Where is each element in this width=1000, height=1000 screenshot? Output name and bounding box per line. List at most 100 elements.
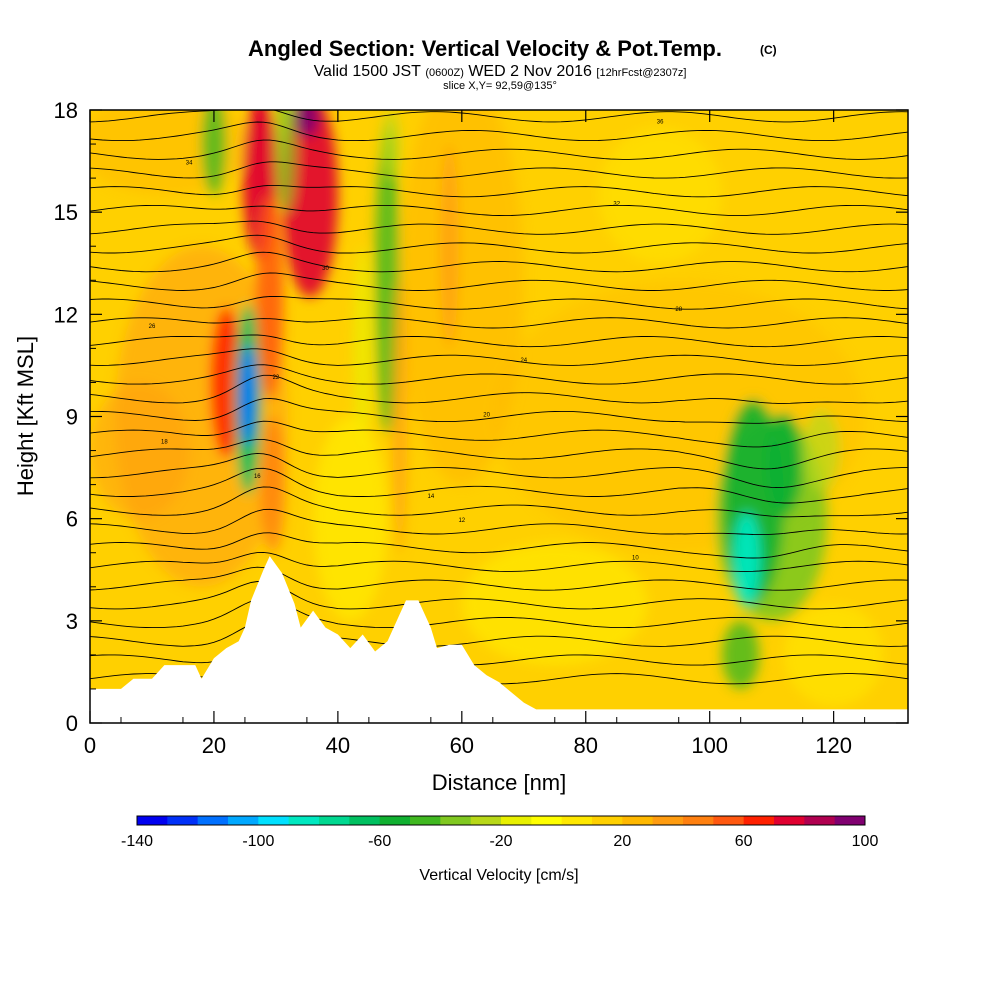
velocity-feature <box>802 409 840 492</box>
title-units: (C) <box>760 43 777 57</box>
velocity-feature <box>260 416 286 553</box>
colorbar-swatch <box>743 816 775 825</box>
velocity-field <box>90 110 884 706</box>
isentrope-line <box>90 251 908 273</box>
slice-info: slice X,Y= 92,59@135° <box>443 80 557 92</box>
isentrope-label: 24 <box>520 358 527 364</box>
x-axis: 0 20 40 60 80 100 120 <box>84 110 866 758</box>
x-tick-label: 0 <box>84 733 96 758</box>
isentrope-label: 22 <box>273 375 280 381</box>
isentrope-line <box>90 508 908 536</box>
isentrope-line <box>90 295 908 310</box>
colorbar-tick-label: 60 <box>735 833 753 850</box>
isentrope-line <box>90 420 908 448</box>
isentrope-label: 30 <box>322 266 329 272</box>
isentrope-label: 36 <box>657 120 664 126</box>
x-tick-label: 40 <box>326 733 350 758</box>
colorbar-swatch <box>228 816 259 825</box>
isentrope-line <box>90 364 908 385</box>
colorbar-swatch <box>319 816 350 825</box>
isentrope-line <box>90 139 908 160</box>
x-axis-label: Distance [nm] <box>432 770 567 795</box>
velocity-feature <box>461 542 648 666</box>
isentrope-label: 32 <box>613 201 620 207</box>
velocity-feature <box>765 413 803 516</box>
velocity-feature <box>784 603 884 706</box>
isentrope-line <box>90 551 908 572</box>
colorbar-swatch <box>713 816 745 825</box>
colorbar-swatch <box>622 816 654 825</box>
isentrope-label: 26 <box>149 324 156 330</box>
y-axis-label: Height [Kft MSL] <box>13 336 38 496</box>
isentrope-line <box>90 204 908 217</box>
y-tick-label: 15 <box>54 200 78 225</box>
isentrope-line <box>90 374 908 404</box>
colorbar-swatch <box>379 816 411 825</box>
isentrope-label: 12 <box>458 518 465 524</box>
isentrope-line <box>90 566 908 591</box>
isentrope-line <box>90 467 908 504</box>
velocity-feature <box>240 344 256 448</box>
colorbar-tick-label: -20 <box>489 833 512 850</box>
isentrope-label: 14 <box>427 494 434 500</box>
colorbar-frame <box>136 815 866 826</box>
x-tick-label: 100 <box>691 733 728 758</box>
colorbar-label: Vertical Velocity [cm/s] <box>419 867 578 884</box>
isentrope-label: 18 <box>161 440 168 446</box>
x-tick-label: 120 <box>815 733 852 758</box>
velocity-feature <box>353 246 372 451</box>
isentrope-line <box>90 438 908 470</box>
isentrope-line <box>90 334 908 348</box>
colorbar-swatch <box>804 816 836 825</box>
y-tick-label: 3 <box>66 609 78 634</box>
y-tick-label: 12 <box>54 302 78 327</box>
y-tick-label: 18 <box>54 98 78 123</box>
velocity-feature <box>722 620 760 689</box>
isentrope-label: 16 <box>254 474 261 480</box>
colorbar-swatch <box>258 816 290 825</box>
colorbar-swatch <box>137 816 168 825</box>
colorbar-swatch <box>288 816 320 825</box>
isentrope-line <box>90 121 908 142</box>
x-tick-label: 20 <box>202 733 226 758</box>
colorbar-swatch <box>774 816 805 825</box>
velocity-feature <box>256 195 284 400</box>
velocity-feature <box>313 416 388 621</box>
colorbar-swatch <box>592 816 623 825</box>
velocity-feature <box>399 110 524 485</box>
isentrope-line <box>90 619 908 647</box>
isentrope-label: 34 <box>186 160 193 166</box>
velocity-feature <box>392 280 408 553</box>
colorbar-swatch <box>834 816 866 825</box>
isentrope-line <box>90 234 908 254</box>
isentrope-line <box>90 581 908 610</box>
isentrope-line <box>90 452 908 489</box>
isentrope-line <box>90 220 908 235</box>
colorbar-swatch <box>561 816 593 825</box>
isentrope-line <box>90 110 908 123</box>
potential-temperature-contours: 10 12 14 16 18 20 22 24 26 28 30 32 34 36 <box>90 110 908 685</box>
y-tick-label: 0 <box>66 711 78 736</box>
velocity-feature <box>201 110 227 196</box>
colorbar-swatch <box>410 816 441 825</box>
y-tick-label: 6 <box>66 507 78 532</box>
isentrope-line <box>90 532 908 559</box>
velocity-feature <box>381 110 400 179</box>
colorbar-swatch <box>197 816 229 825</box>
isentrope-line <box>90 272 908 291</box>
colorbar-tick-label: 20 <box>613 833 631 850</box>
isentrope-line <box>90 486 908 518</box>
terrain <box>90 556 908 723</box>
plot-area: 10 12 14 16 18 20 22 24 26 28 30 32 34 36 <box>90 110 908 723</box>
colorbar-tick-label: -100 <box>242 833 274 850</box>
isentrope-line <box>90 161 908 179</box>
x-tick-label: 60 <box>450 733 474 758</box>
colorbar-tick-label: -60 <box>368 833 391 850</box>
isentrope-label: 28 <box>675 307 682 313</box>
isentrope-line <box>90 397 908 424</box>
isentrope-line <box>90 184 908 198</box>
colorbar-swatch <box>683 816 714 825</box>
colorbar-swatch <box>531 816 563 825</box>
